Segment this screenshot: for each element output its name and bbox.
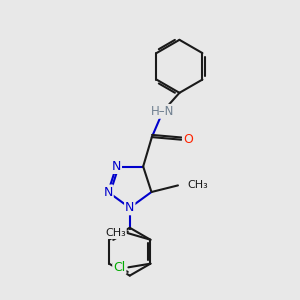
Text: Cl: Cl (113, 261, 125, 274)
Text: H–N: H–N (151, 105, 175, 118)
Text: N: N (125, 201, 134, 214)
Text: N: N (103, 185, 113, 199)
Text: CH₃: CH₃ (105, 228, 126, 238)
Text: N: N (112, 160, 121, 173)
Text: CH₃: CH₃ (187, 180, 208, 190)
Text: O: O (183, 133, 193, 146)
